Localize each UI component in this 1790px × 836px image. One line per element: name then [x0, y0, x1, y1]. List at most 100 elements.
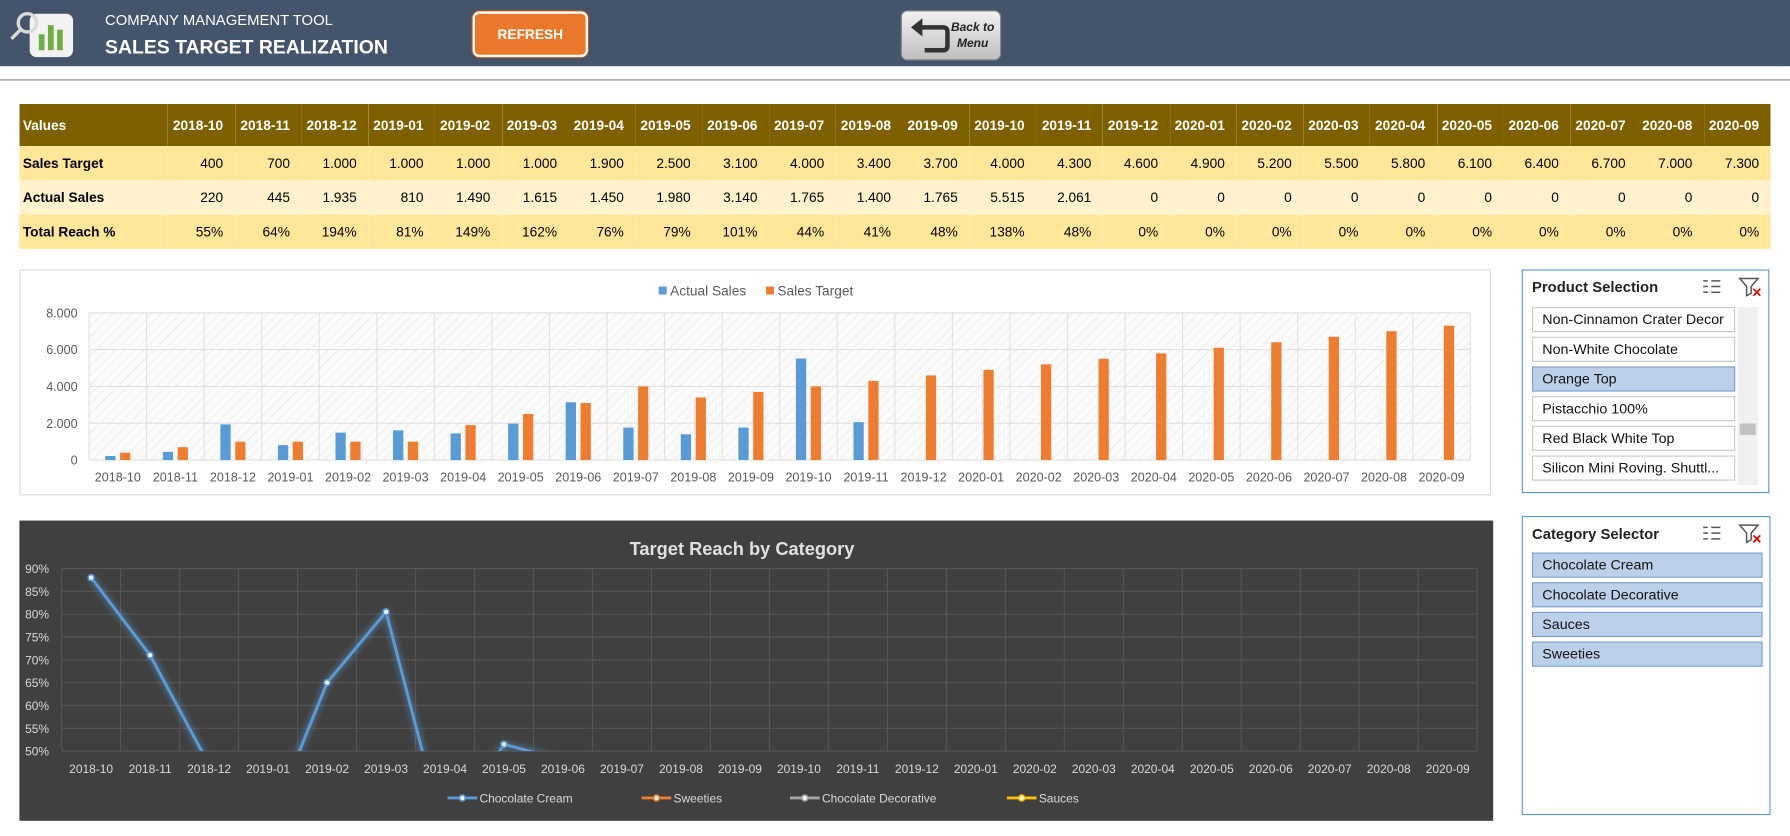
bar — [565, 402, 576, 461]
back-button[interactable]: Back to Menu — [900, 10, 1002, 61]
cell: 4.300 — [1035, 146, 1103, 181]
cell: 0% — [1169, 214, 1237, 249]
cell: 64% — [234, 214, 302, 249]
cell: 400 — [167, 146, 235, 181]
cell: 79% — [635, 214, 703, 249]
cell: 1.935 — [301, 180, 369, 215]
x-tick-label: 2020-02 — [1016, 471, 1062, 485]
x-tick-label: 2019-04 — [440, 471, 486, 485]
bar — [680, 434, 692, 461]
header-bar: COMPANY MANAGEMENT TOOL SALES TARGET REA… — [0, 0, 1790, 67]
x-tick-label: 2020-08 — [1367, 762, 1411, 776]
x-tick-label: 2018-10 — [69, 762, 113, 776]
slicer-item[interactable]: Non-Cinnamon Crater Decor — [1532, 307, 1736, 333]
legend-swatch — [658, 286, 667, 295]
x-tick-label: 2020-06 — [1246, 471, 1292, 485]
slicer-item[interactable]: Non-White Chocolate — [1532, 336, 1736, 362]
cell: 445 — [234, 180, 302, 215]
header-cell: 2020-07 — [1570, 103, 1638, 147]
cell: 0% — [1637, 214, 1704, 249]
slicer-icons[interactable] — [1701, 276, 1765, 297]
x-tick-label: 2018-10 — [95, 471, 141, 485]
cell: 0 — [1369, 180, 1437, 215]
bar — [522, 414, 534, 461]
bar — [868, 380, 879, 461]
cell: 0% — [1436, 214, 1504, 249]
back-label: Back to Menu — [950, 20, 995, 51]
point — [323, 678, 331, 687]
cell: 4.900 — [1169, 146, 1237, 181]
header-cell: 2019-10 — [969, 103, 1036, 147]
cell: 41% — [835, 214, 903, 249]
legend-label: Sales Target — [777, 284, 853, 299]
point — [146, 651, 154, 659]
cell: 1.615 — [501, 180, 569, 215]
slicer-item[interactable]: Pistacchio 100% — [1532, 396, 1736, 422]
slicer-item[interactable]: Sauces — [1532, 611, 1763, 638]
cell: 6.400 — [1503, 146, 1571, 181]
cell: 0% — [1303, 214, 1370, 249]
cell: 2.061 — [1035, 180, 1103, 215]
header-cell: 2020-09 — [1703, 103, 1771, 147]
y-tick-label: 85% — [25, 585, 49, 599]
legend-label: Chocolate Cream — [479, 792, 572, 806]
bar — [1098, 358, 1109, 461]
x-tick-label: 2019-03 — [364, 762, 408, 776]
slicer-icons[interactable] — [1701, 523, 1765, 544]
cell: 1.400 — [835, 180, 903, 215]
y-tick-label: 65% — [25, 676, 49, 690]
cell: 1.490 — [434, 180, 502, 215]
x-tick-label: 2019-10 — [777, 762, 821, 776]
x-tick-label: 2020-02 — [1013, 762, 1057, 776]
cell: 194% — [301, 214, 369, 249]
cell: 5.515 — [969, 180, 1036, 215]
slicer-item[interactable]: Silicon Mini Roving. Shuttl... — [1532, 455, 1736, 481]
header-cell: Values — [19, 103, 168, 147]
x-tick-label: 2019-06 — [541, 762, 585, 776]
refresh-button[interactable]: REFRESH — [472, 11, 588, 58]
cell: 0 — [1236, 180, 1304, 215]
cell: 0% — [1236, 214, 1304, 249]
slicer-item[interactable]: Chocolate Cream — [1532, 552, 1763, 578]
y-tick-label: 0 — [71, 454, 78, 468]
cell: 3.400 — [835, 146, 903, 181]
legend-dot — [652, 794, 661, 802]
series-layer — [87, 573, 535, 752]
bar — [393, 430, 404, 461]
x-tick-label: 2020-04 — [1131, 471, 1177, 485]
x-tick-label: 2020-05 — [1190, 762, 1234, 776]
cell: 0 — [1503, 180, 1571, 215]
point — [87, 573, 95, 582]
header-cell: 2018-11 — [234, 103, 302, 147]
x-tick-label: 2019-08 — [659, 762, 703, 776]
x-tick-label: 2019-11 — [836, 762, 879, 776]
slicer-item[interactable]: Chocolate Decorative — [1532, 582, 1763, 608]
bar — [623, 427, 634, 461]
bar — [810, 386, 822, 461]
back-icon — [910, 18, 950, 53]
header-cell: 2020-04 — [1369, 103, 1437, 147]
header-cell: 2020-05 — [1436, 103, 1504, 147]
header-cell: 2019-08 — [835, 103, 903, 147]
page-title: SALES TARGET REALIZATION — [105, 36, 388, 59]
bar — [350, 441, 361, 461]
slicer-item[interactable]: Red Black White Top — [1532, 425, 1736, 451]
x-tick-label: 2019-01 — [246, 762, 290, 776]
y-tick-label: 6.000 — [46, 343, 77, 357]
cell: 3.700 — [902, 146, 970, 181]
slicer-item[interactable]: Orange Top — [1532, 366, 1736, 392]
header-cell: 2019-12 — [1102, 103, 1170, 147]
cell: 138% — [969, 214, 1036, 249]
cell: 81% — [368, 214, 435, 249]
table-row: Total Reach % 55% 64% 194% 81% 149% 162% 76% 79%… — [19, 214, 1771, 249]
legend-dot — [1018, 794, 1026, 802]
bar — [925, 375, 937, 461]
bar — [1040, 364, 1052, 461]
x-tick-label: 2018-11 — [129, 762, 172, 776]
slicer-item[interactable]: Sweeties — [1532, 641, 1763, 667]
x-tick-label: 2019-09 — [728, 471, 774, 485]
cell: 0 — [1303, 180, 1370, 215]
y-tick-label: 4.000 — [46, 380, 77, 394]
cell: 0% — [1369, 214, 1437, 249]
scrollbar[interactable] — [1737, 307, 1759, 486]
